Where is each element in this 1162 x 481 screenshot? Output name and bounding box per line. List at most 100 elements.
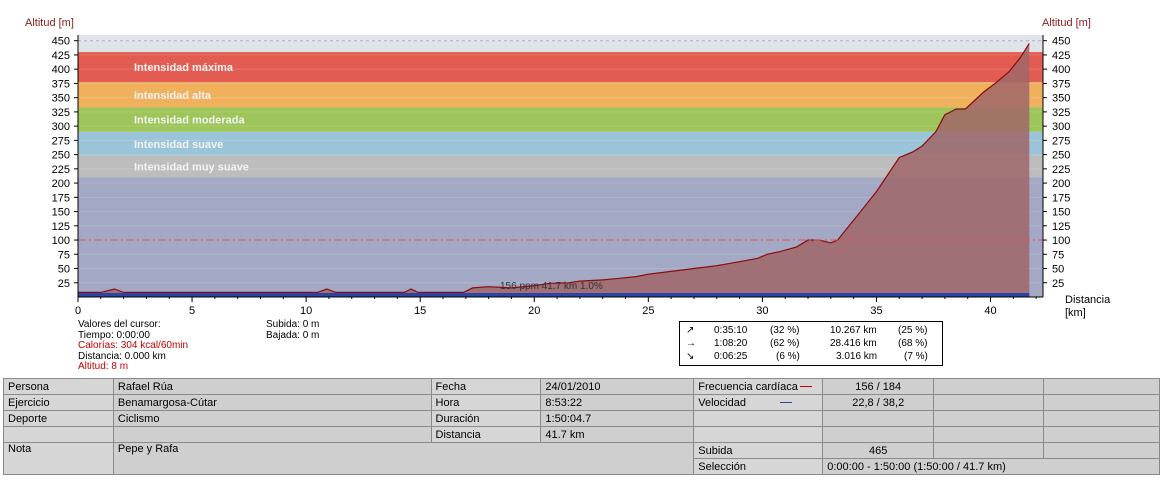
y-tick-label-right: 125 [1052, 221, 1070, 233]
distancia-label: Distancia [430, 426, 542, 443]
y-axis-label-right: Altitud [m] [1042, 17, 1091, 29]
empty-cell [693, 426, 824, 443]
y-tick-label-left: 100 [52, 235, 70, 247]
stats-dist-pct: (7 %) [904, 351, 928, 362]
intensity-zone-band [78, 82, 1043, 108]
empty-cell [1043, 378, 1160, 395]
y-tick-label-right: 225 [1052, 164, 1070, 176]
intensity-zone-band [78, 52, 1043, 83]
cursor-altitude: Altitud: 8 m [78, 361, 129, 373]
y-tick-label-left: 325 [52, 107, 70, 119]
zone-label: Intensidad máxima [134, 62, 234, 74]
y-tick-label-left: 150 [52, 207, 70, 219]
ejercicio-value: Benamargosa-Cútar [112, 394, 432, 411]
stats-dist: 3.016 km [836, 351, 878, 362]
table-row: Distancia 41.7 km [3, 426, 1160, 443]
heart-rate-label: Frecuencia cardíaca [693, 378, 824, 395]
y-tick-label-right: 175 [1052, 192, 1070, 204]
y-tick-label-right: 200 [1052, 178, 1070, 190]
empty-cell [933, 378, 1045, 395]
y-axis-label-left: Altitud [m] [25, 17, 74, 29]
table-row: Nota Pepe y Rafa Subida 465 [3, 442, 1160, 475]
intensity-zone-band [78, 155, 1043, 178]
zone-label: Intensidad alta [134, 90, 212, 102]
altitude-area [78, 43, 1030, 297]
y-tick-label-left: 375 [52, 78, 70, 90]
empty-cell [933, 442, 1045, 459]
empty-cell [3, 426, 114, 443]
y-tick-label-left: 300 [52, 121, 70, 133]
y-tick-label-left: 350 [52, 93, 70, 105]
y-tick-label-left: 425 [52, 50, 70, 62]
y-tick-label-left: 450 [52, 36, 70, 48]
cursor-time: Tiempo: 0:00:00 [78, 329, 150, 341]
y-tick-label-left: 75 [58, 249, 70, 261]
cursor-distance: Distancia: 0.000 km [78, 350, 166, 362]
x-tick-label: 0 [75, 305, 81, 317]
y-tick-label-left: 400 [52, 64, 70, 76]
speed-label: Velocidad [693, 394, 824, 411]
stats-time-pct: (62 %) [770, 338, 800, 349]
cursor-title: Valores del cursor: [78, 319, 161, 330]
empty-cell [822, 426, 935, 443]
stats-time: 1:08:20 [714, 338, 748, 349]
subida-value: 465 [822, 442, 935, 459]
deporte-label: Deporte [3, 410, 114, 427]
intensity-zone-band [78, 107, 1043, 132]
stats-time: 0:06:25 [714, 351, 748, 362]
y-tick-label-left: 25 [58, 278, 70, 290]
heart-rate-value: 156 / 184 [822, 378, 935, 395]
seleccion-label: Selección [693, 458, 824, 475]
cursor-calories: Calorías: 304 kcal/60min [78, 340, 189, 352]
altitude-line [78, 43, 1030, 293]
x-tick-label: 10 [300, 305, 312, 317]
x-axis-unit: [km] [1065, 307, 1086, 319]
y-tick-label-left: 250 [52, 150, 70, 162]
hora-label: Hora [430, 394, 542, 411]
empty-cell [1043, 426, 1160, 443]
nota-label: Nota [3, 442, 114, 475]
downhill-arrow-icon: ↘ [686, 351, 695, 362]
y-tick-label-right: 325 [1052, 107, 1070, 119]
x-tick-label: 30 [756, 305, 768, 317]
deporte-value: Ciclismo [112, 410, 432, 427]
fecha-label: Fecha [430, 378, 542, 395]
y-tick-label-right: 150 [1052, 207, 1070, 219]
y-tick-label-right: 75 [1052, 249, 1064, 261]
heart-rate-legend-line [799, 386, 812, 388]
uphill-arrow-icon: ↗ [686, 325, 695, 336]
speed-legend-line [779, 402, 792, 404]
stats-dist: 10.267 km [830, 325, 877, 336]
x-tick-label: 25 [642, 305, 654, 317]
empty-cell [1043, 394, 1160, 411]
y-tick-label-left: 200 [52, 178, 70, 190]
stats-dist: 28.416 km [830, 338, 877, 349]
stats-time-pct: (6 %) [776, 351, 800, 362]
climb-down: Bajada: 0 m [266, 329, 320, 341]
duracion-value: 1:50:04.7 [540, 410, 695, 427]
y-tick-label-right: 50 [1052, 264, 1064, 276]
altitude-chart[interactable]: Intensidad máxima Intensidad alta Intensid… [0, 0, 1162, 320]
y-tick-label-left: 225 [52, 164, 70, 176]
empty-cell [112, 426, 432, 443]
exercise-info-table: Persona Rafael Rúa Fecha 24/01/2010 Frec… [3, 378, 1160, 475]
y-tick-label-right: 400 [1052, 64, 1070, 76]
y-tick-label-right: 350 [1052, 93, 1070, 105]
stats-row-flat: → 1:08:20 (62 %) 28.416 km (68 %) [680, 338, 942, 351]
table-row: Deporte Ciclismo Duración 1:50:04.7 [3, 410, 1160, 427]
table-row: Ejercicio Benamargosa-Cútar Hora 8:53:22… [3, 394, 1160, 411]
fecha-value: 24/01/2010 [540, 378, 695, 395]
seleccion-value: 0:00:00 - 1:50:00 (1:50:00 / 41.7 km) [822, 458, 1160, 475]
x-tick-label: 20 [528, 305, 540, 317]
y-tick-label-left: 50 [58, 264, 70, 276]
duracion-label: Duración [430, 410, 542, 427]
y-tick-label-right: 100 [1052, 235, 1070, 247]
table-row: Persona Rafael Rúa Fecha 24/01/2010 Frec… [3, 378, 1160, 395]
empty-cell [1043, 410, 1160, 427]
y-tick-label-right: 425 [1052, 50, 1070, 62]
x-tick-label: 5 [189, 305, 195, 317]
persona-label: Persona [3, 378, 114, 395]
stats-time: 0:35:10 [714, 325, 748, 336]
stats-row-up: ↗ 0:35:10 (32 %) 10.267 km (25 %) [680, 325, 942, 338]
stats-dist-pct: (25 %) [898, 325, 928, 336]
